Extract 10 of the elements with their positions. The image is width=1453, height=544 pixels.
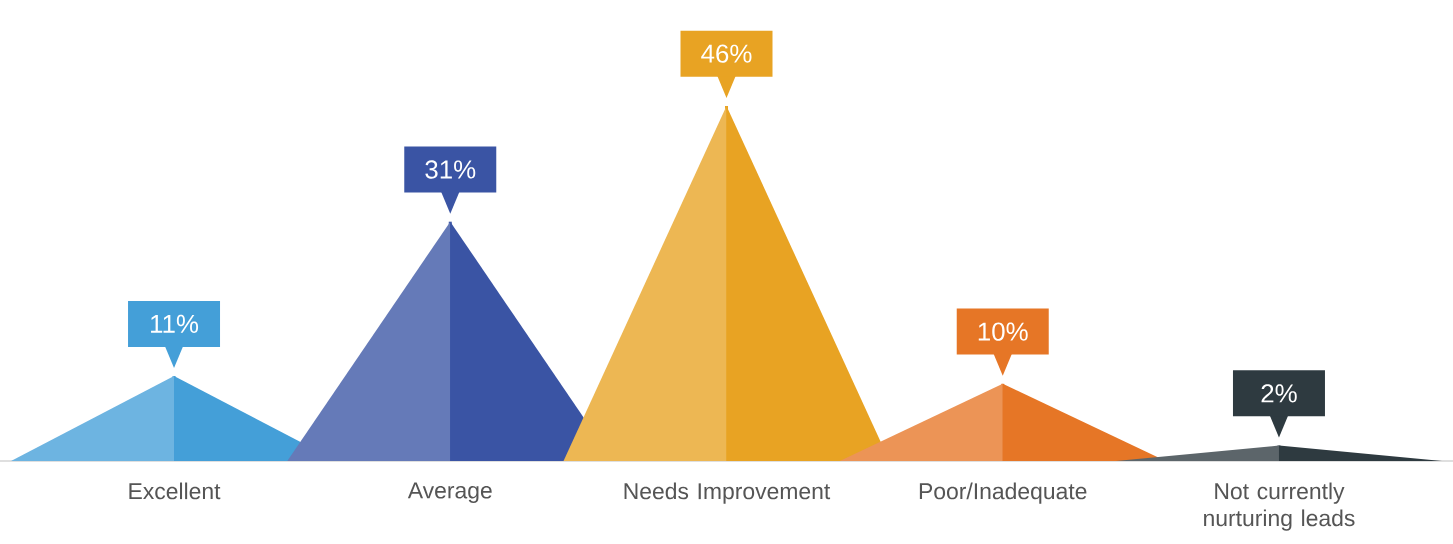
x-tick-label: Average	[407, 482, 492, 504]
x-tick-label: Needs Improvement	[624, 482, 831, 504]
data-label: 10%	[978, 322, 1028, 341]
x-tick-label: Not currently nurturing leads	[1204, 482, 1355, 531]
x-tick-label: Poor/Inadequate	[919, 482, 1087, 504]
data-label: 2%	[1261, 384, 1297, 403]
data-label: 11%	[151, 314, 199, 333]
data-label: 46%	[701, 44, 752, 63]
data-label: 31%	[425, 160, 476, 179]
x-tick-label: Excellent	[129, 482, 221, 500]
